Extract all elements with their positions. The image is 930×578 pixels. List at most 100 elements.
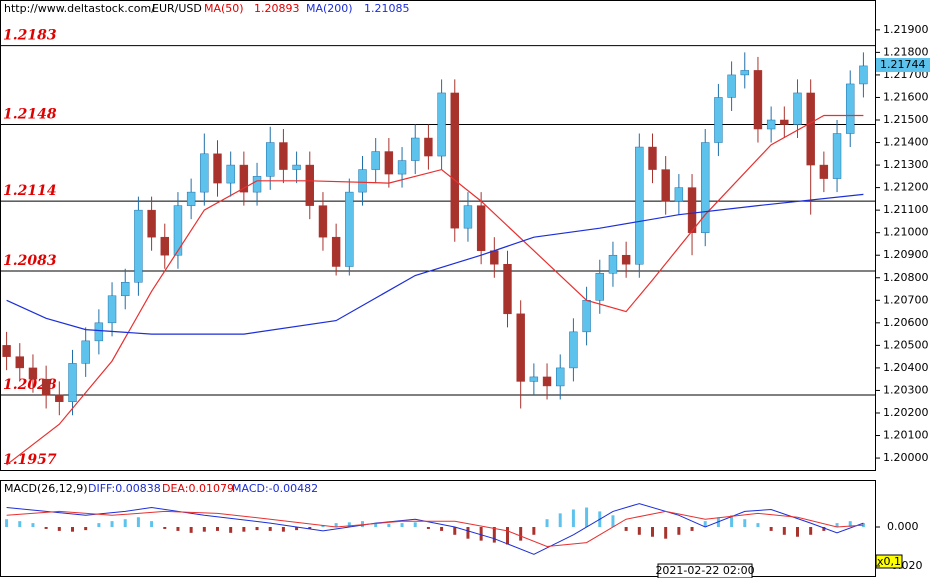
y-tick-label: 1.21400 <box>883 136 929 149</box>
macd-bar <box>651 527 654 537</box>
candle-body <box>635 146 644 265</box>
y-tick-label: 1.20600 <box>883 316 929 329</box>
candle-body <box>674 187 684 202</box>
candle-body <box>556 367 565 387</box>
macd-bar <box>743 519 747 527</box>
candle-body <box>503 263 512 315</box>
candle-body <box>371 151 380 170</box>
candle-body <box>292 164 301 170</box>
candle-body <box>411 137 420 161</box>
candle-body <box>279 142 288 170</box>
candle-body <box>318 205 328 238</box>
candle-body <box>832 133 842 179</box>
candle-body <box>766 119 776 130</box>
y-tick-label: 1.21000 <box>883 226 929 239</box>
candle-body <box>107 295 117 324</box>
macd-bar <box>387 523 391 527</box>
macd-bar <box>136 517 140 527</box>
macd-bar <box>677 527 681 535</box>
macd-bar <box>545 519 549 527</box>
candle-body <box>121 282 130 297</box>
macd-panel <box>0 480 876 577</box>
last-price-box <box>876 58 930 73</box>
macd-title: MACD(26,12,9) <box>4 482 88 495</box>
y-tick-label: 1.21600 <box>883 90 929 103</box>
macd-bar <box>479 527 483 541</box>
macd-bar <box>782 527 786 535</box>
candle-body <box>28 367 38 380</box>
candle-body <box>727 74 736 98</box>
macd-bar <box>453 527 457 535</box>
line <box>6 193 864 335</box>
candle-body <box>661 169 670 202</box>
macd-bar <box>176 527 180 531</box>
macd-bar <box>374 523 378 527</box>
macd-bar <box>440 527 444 531</box>
y-tick-label: 1.20800 <box>883 271 929 284</box>
y-tick-label: 1.20000 <box>883 451 929 464</box>
y-tick-label: 1.21500 <box>883 113 929 126</box>
candle-body <box>793 92 802 125</box>
candle-body <box>384 151 394 175</box>
macd-bar <box>123 519 127 527</box>
candle-body <box>714 97 723 143</box>
macd-bar <box>809 527 813 535</box>
macd-bar <box>426 527 430 529</box>
macd-bar <box>334 523 338 527</box>
candle-body <box>450 92 459 229</box>
macd-bar <box>308 527 312 529</box>
candle-body <box>213 153 222 184</box>
candle-body <box>701 142 710 233</box>
macd-bar <box>255 527 259 531</box>
macd-bar <box>611 515 615 527</box>
site: http://www.deltastock.com/ <box>4 2 155 15</box>
y-tick-label: 1.20700 <box>883 293 929 306</box>
ma200-label: MA(200) <box>306 2 353 15</box>
candle-body <box>529 376 539 382</box>
last-price-label: 1.21744 <box>880 58 926 71</box>
candle-body <box>780 119 789 125</box>
macd-bar <box>281 527 285 532</box>
line <box>6 503 864 555</box>
macd-bar <box>71 527 74 532</box>
level-label: 1.1957 <box>3 452 57 468</box>
macd-bar <box>585 507 589 527</box>
candle-body <box>345 191 354 267</box>
macd-bar <box>202 527 206 532</box>
macd-bar <box>703 521 707 527</box>
candle-body <box>252 176 262 193</box>
macd-bar <box>466 527 470 539</box>
level-label: 1.2148 <box>3 107 57 123</box>
candle-body <box>806 92 815 166</box>
candle-body <box>859 65 868 85</box>
candle-body <box>608 254 618 274</box>
macd-bar <box>97 523 101 527</box>
macd-bar <box>84 527 88 531</box>
macd-bar <box>730 515 734 527</box>
macd-bar <box>637 527 641 535</box>
candle-body <box>687 187 697 233</box>
macd-bar <box>400 523 404 527</box>
candle-body <box>463 205 473 229</box>
y-tick-label: 1.20900 <box>883 248 929 261</box>
macd-bar <box>216 527 219 531</box>
macd-bar <box>756 523 760 527</box>
macd-bar <box>347 522 351 527</box>
y-tick-label: 1.20400 <box>883 361 929 374</box>
macd-bar <box>163 527 167 529</box>
macd-bar <box>5 519 9 527</box>
level-label: 1.2183 <box>3 28 57 44</box>
candle-body <box>648 146 657 170</box>
macd-bar <box>571 509 575 527</box>
symbol: EUR/USD <box>152 2 202 15</box>
time-label: 2021-02-22 02:00 <box>655 564 754 577</box>
macd-bar <box>690 527 694 531</box>
diff-label: DIFF:0.00838 <box>88 482 161 495</box>
time-box <box>657 563 753 578</box>
candle-body <box>160 236 169 256</box>
candle-body <box>81 340 90 364</box>
macd-bar <box>532 527 536 535</box>
y-tick-label: 1.21300 <box>883 158 929 171</box>
macd-bar <box>506 527 509 545</box>
ma200-value: 1.21085 <box>364 2 410 15</box>
